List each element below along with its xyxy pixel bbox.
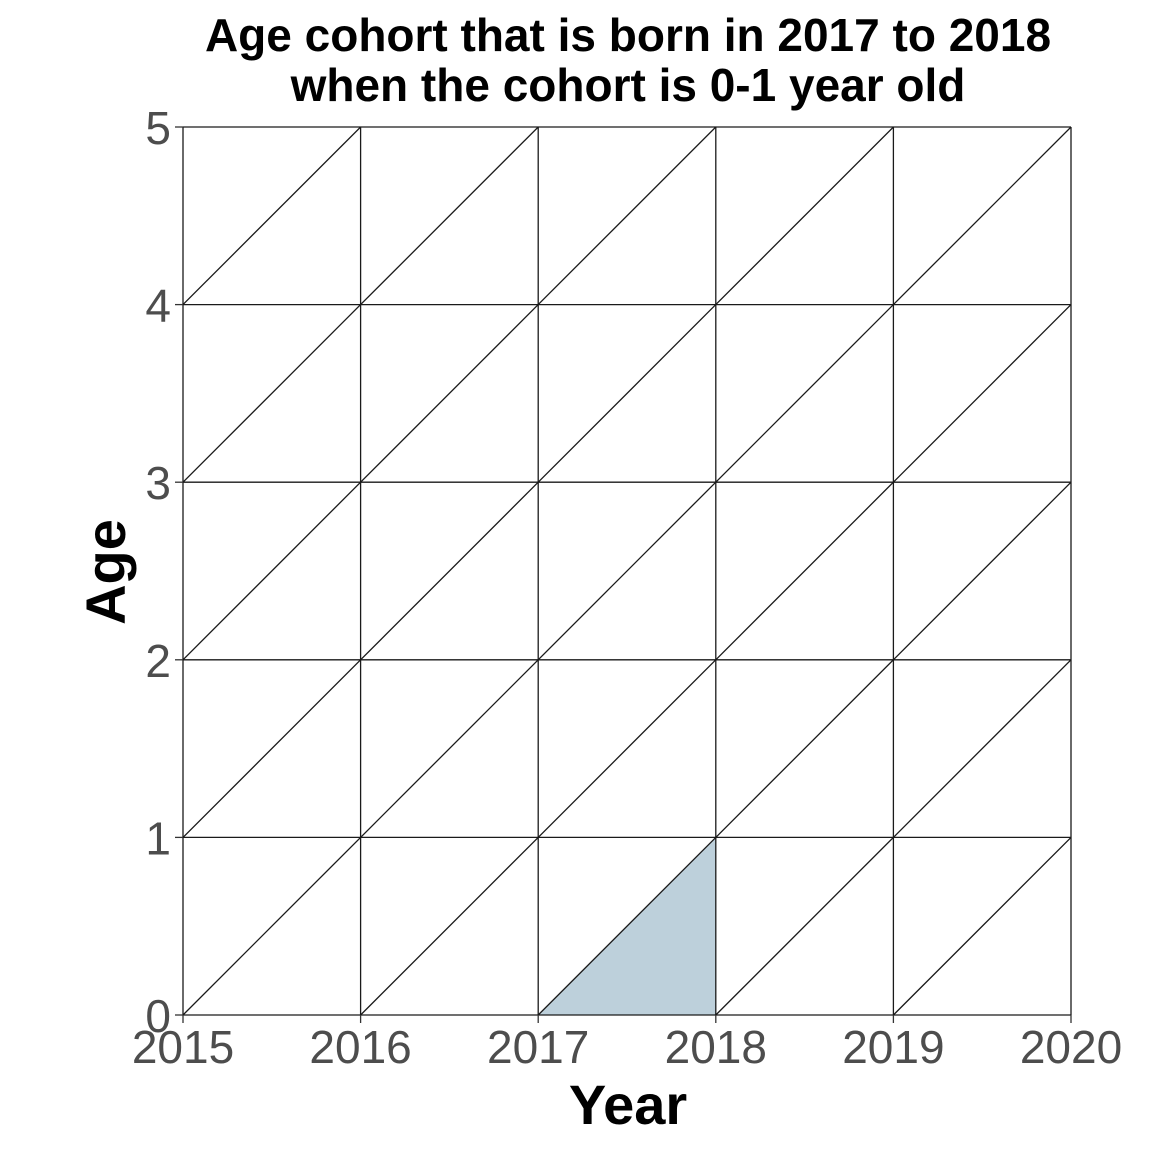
cohort-diagonal-line <box>182 659 362 838</box>
cohort-diagonal-line <box>182 836 362 1016</box>
cohort-diagonal-line <box>182 304 362 483</box>
y-tick-labels: 0 1 2 3 4 5 <box>145 102 171 1042</box>
x-axis-title: Year <box>569 1073 687 1136</box>
x-tick-label: 2020 <box>1020 1021 1122 1073</box>
x-tick-labels: 2015 2016 2017 2018 2019 2020 <box>132 1021 1122 1073</box>
cohort-diagonal-line <box>892 836 1072 1016</box>
cohort-diagonal-line <box>715 126 894 306</box>
x-tick-label: 2015 <box>132 1021 234 1073</box>
y-tick-label: 3 <box>145 457 171 509</box>
y-tick-label: 1 <box>145 812 171 864</box>
cohort-diagonal-line <box>360 304 539 483</box>
cohort-diagonal-line <box>892 126 1072 306</box>
cohort-diagonal-line <box>892 304 1072 483</box>
cohort-diagonal-line <box>537 126 717 306</box>
y-tick-label: 2 <box>145 635 171 687</box>
cohort-diagonal-line <box>537 481 717 661</box>
tick-layer <box>175 126 1072 1023</box>
cohort-diagonal-line <box>360 126 539 306</box>
chart-title-line-2: when the cohort is 0-1 year old <box>290 59 966 111</box>
cohort-diagonal-line <box>182 126 362 306</box>
cohort-diagonal-line <box>537 836 717 1016</box>
cohort-diagonal-line <box>360 836 539 1016</box>
cohort-diagonal-line <box>715 304 894 483</box>
cohort-diagonal-line <box>715 836 894 1016</box>
y-tick-label: 5 <box>145 102 171 154</box>
x-tick-label: 2017 <box>487 1021 589 1073</box>
cohort-diagonal-line <box>537 659 717 838</box>
cohort-diagonal-line <box>360 659 539 838</box>
cohort-diagonal-line <box>892 481 1072 661</box>
y-tick-label: 0 <box>145 990 171 1042</box>
chart-title-line-1: Age cohort that is born in 2017 to 2018 <box>205 9 1051 61</box>
diagonal-layer <box>182 126 1072 1016</box>
cohort-diagonal-line <box>360 481 539 661</box>
x-tick-label: 2016 <box>309 1021 411 1073</box>
cohort-diagonal-line <box>537 304 717 483</box>
y-axis-title: Age <box>74 519 137 625</box>
y-tick-label: 4 <box>145 280 171 332</box>
cohort-diagonal-line <box>715 659 894 838</box>
grid-layer <box>182 126 1072 1016</box>
cohort-diagonal-line <box>182 481 362 661</box>
cohort-diagonal-line <box>892 659 1072 838</box>
x-tick-label: 2019 <box>842 1021 944 1073</box>
x-tick-label: 2018 <box>665 1021 767 1073</box>
cohort-diagonal-line <box>715 481 894 661</box>
